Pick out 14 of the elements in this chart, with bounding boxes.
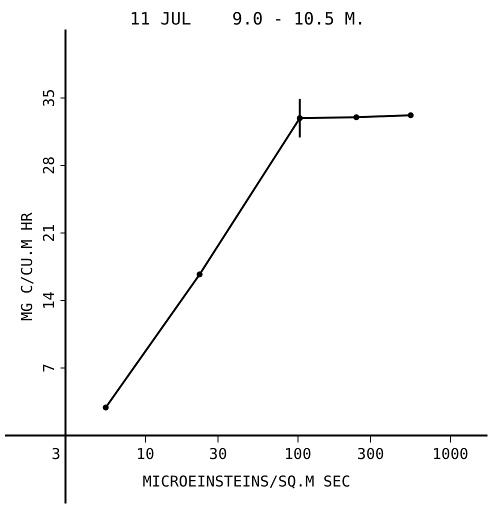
y-tick-label: 14 bbox=[40, 291, 58, 310]
y-tick-label: 7 bbox=[40, 363, 58, 372]
y-tick-label: 21 bbox=[40, 224, 58, 242]
y-axis-title: MG C/CU.M HR bbox=[18, 212, 36, 321]
x-tick-label: 10 bbox=[136, 444, 154, 463]
chart-title: 11 JUL 9.0 - 10.5 M. bbox=[130, 10, 366, 30]
x-tick-label: 1000 bbox=[432, 444, 468, 463]
x-tick-label: 100 bbox=[284, 444, 312, 463]
y-tick-label: 28 bbox=[40, 156, 58, 174]
x-tick-label: 300 bbox=[357, 444, 384, 463]
y-tick-label: 35 bbox=[40, 88, 58, 107]
x-axis-title: MICROEINSTEINS/SQ.M SEC bbox=[142, 472, 350, 490]
x-tick-label: 30 bbox=[209, 444, 228, 463]
x-tick-label: 3 bbox=[52, 444, 61, 463]
